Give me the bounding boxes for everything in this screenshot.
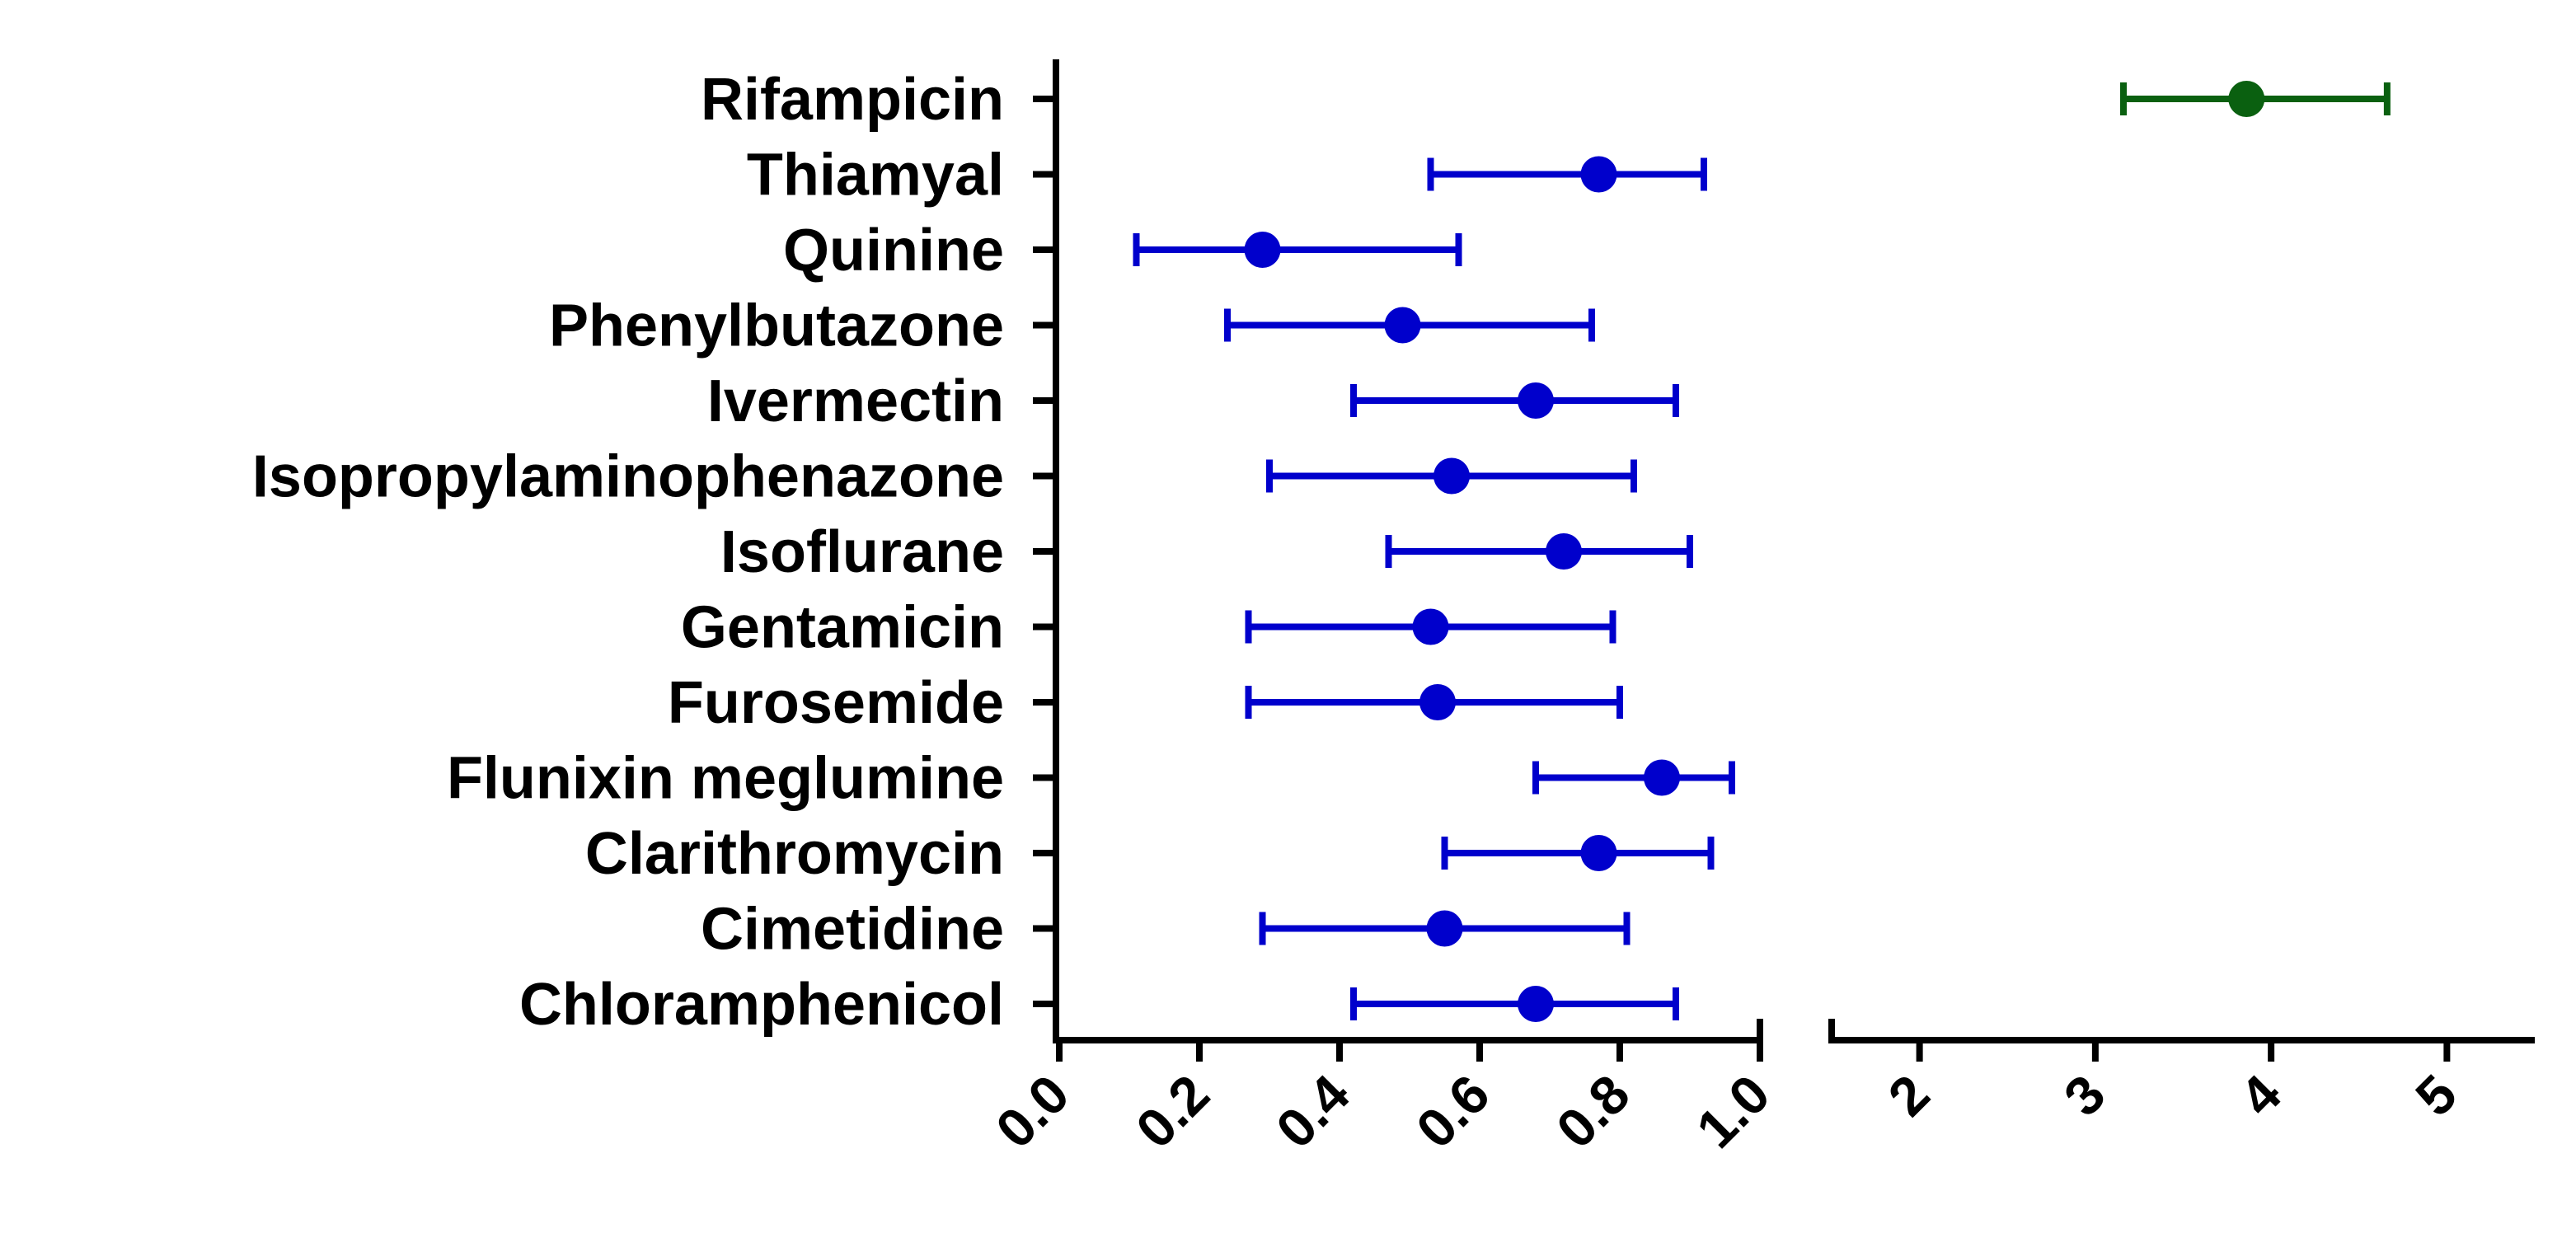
category-label: Furosemide [668, 670, 1004, 736]
category-label: Gentamicin [681, 595, 1004, 661]
x-tick-label: 0.8 [1545, 1063, 1641, 1160]
point-marker [1518, 986, 1554, 1022]
category-label: Ivermectin [707, 368, 1004, 434]
point-marker [1426, 910, 1463, 947]
category-label: Cimetidine [701, 897, 1004, 963]
axes [1033, 59, 2535, 1062]
x-tick-label: 2 [1876, 1063, 1940, 1128]
point-marker [1244, 232, 1281, 268]
data-point-furosemide [1245, 684, 1623, 720]
point-marker [1580, 835, 1617, 871]
category-label: Chloramphenicol [519, 972, 1004, 1038]
data-point-phenylbutazone [1224, 307, 1595, 344]
data-point-clarithromycin [1441, 835, 1715, 871]
x-tick-label: 1.0 [1685, 1063, 1781, 1160]
x-tick-label: 3 [2052, 1063, 2116, 1128]
x-tick-label: 0.2 [1124, 1063, 1221, 1160]
category-label: Clarithromycin [585, 821, 1004, 887]
x-tick-label: 0.6 [1405, 1063, 1501, 1160]
data-point-isopropylaminophenazone [1266, 457, 1637, 495]
point-marker [2228, 81, 2265, 117]
x-tick-label: 0.0 [984, 1063, 1081, 1160]
category-labels: Rifampicin Thiamyal Quinine Phenylbutazone I… [252, 67, 1004, 1038]
data-marks [1133, 81, 2391, 1022]
data-point-cimetidine [1259, 910, 1631, 947]
point-marker [1433, 457, 1470, 495]
point-marker [1384, 307, 1421, 344]
point-marker [1419, 684, 1456, 720]
data-point-rifampicin [2119, 81, 2391, 117]
category-label: Quinine [783, 218, 1004, 284]
data-point-flunixin-meglumine [1532, 759, 1735, 796]
data-point-gentamicin [1245, 608, 1616, 645]
x-tick-label: 5 [2404, 1063, 2468, 1128]
data-point-chloramphenicol [1350, 986, 1679, 1022]
data-point-isoflurane [1385, 533, 1693, 570]
point-marker [1580, 156, 1617, 193]
x-tick-label: 0.4 [1265, 1062, 1361, 1159]
category-label: Isoflurane [720, 519, 1004, 585]
point-marker [1518, 382, 1554, 419]
data-point-quinine [1133, 232, 1462, 268]
point-marker [1644, 759, 1680, 796]
category-label: Thiamyal [747, 143, 1004, 209]
x-tick-label: 4 [2228, 1062, 2292, 1127]
point-marker [1412, 608, 1449, 645]
category-label: Rifampicin [701, 67, 1004, 133]
category-label: Flunixin meglumine [447, 746, 1004, 812]
category-label: Phenylbutazone [549, 293, 1004, 359]
tick-labels: 0.0 0.2 0.4 0.6 0.8 1.0 2 3 4 5 [984, 1062, 2469, 1159]
data-point-thiamyal [1427, 156, 1707, 193]
data-point-ivermectin [1350, 382, 1679, 419]
category-label: Isopropylaminophenazone [252, 444, 1004, 510]
point-marker [1546, 533, 1582, 570]
